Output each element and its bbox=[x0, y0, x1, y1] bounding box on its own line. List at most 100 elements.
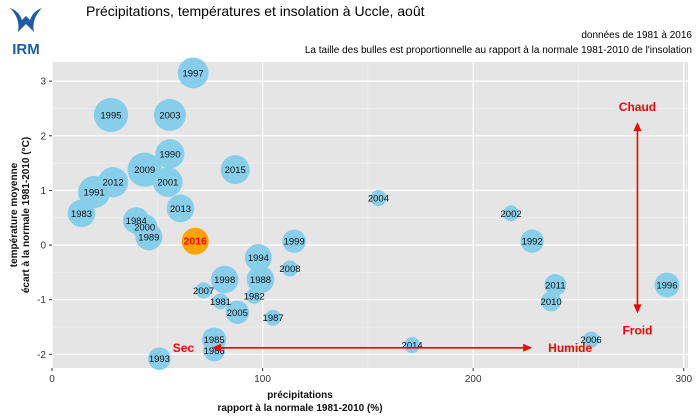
y-axis-title-line2: écart à la normale 1981-2010 (°C) bbox=[21, 137, 32, 293]
bubble-label-1999: 1999 bbox=[284, 237, 305, 248]
x-axis-title-line2: rapport à la normale 1981-2010 (%) bbox=[217, 403, 382, 414]
logo-text: IRM bbox=[12, 41, 40, 58]
bubble-label-1992: 1992 bbox=[522, 237, 543, 248]
bubble-2002 bbox=[503, 205, 520, 222]
bubble-2005 bbox=[225, 300, 250, 324]
bubble-1997 bbox=[177, 57, 209, 89]
bubble-label-1993: 1993 bbox=[149, 354, 170, 365]
bubble-1998 bbox=[210, 265, 239, 294]
bubble-label-1995: 1995 bbox=[100, 111, 121, 122]
bubble-label-1989: 1989 bbox=[138, 232, 159, 243]
bubble-label-2001: 2001 bbox=[157, 178, 178, 189]
x-tick-label: 200 bbox=[465, 374, 482, 385]
y-tick-label: -2 bbox=[37, 350, 46, 361]
bubble-label-2005: 2005 bbox=[227, 308, 248, 319]
bubble-label-2003: 2003 bbox=[159, 111, 180, 122]
bubble-1993 bbox=[148, 347, 171, 371]
bubble-size-note: La taille des bulles est proportionnelle… bbox=[304, 45, 692, 56]
bubble-label-2008: 2008 bbox=[279, 264, 300, 275]
logo-wave-mark bbox=[10, 8, 42, 32]
y-tick-label: -1 bbox=[37, 295, 46, 306]
y-tick-label: 0 bbox=[40, 241, 46, 252]
bubble-label-1983: 1983 bbox=[71, 209, 92, 220]
bubble-label-2014: 2014 bbox=[402, 341, 423, 352]
bubble-label-1981: 1981 bbox=[210, 297, 231, 308]
y-axis-title-line1-group: température moyenne bbox=[9, 162, 20, 267]
bubble-1981 bbox=[212, 293, 229, 310]
bubble-label-2007: 2007 bbox=[193, 286, 214, 297]
irm-logo: IRM bbox=[10, 8, 42, 58]
bubble-label-1987: 1987 bbox=[263, 313, 284, 324]
bubble-label-1994: 1994 bbox=[248, 253, 269, 264]
bubble-2011 bbox=[544, 274, 567, 296]
bubble-label-2006: 2006 bbox=[581, 335, 602, 346]
bubble-2015 bbox=[220, 155, 250, 185]
bubble-label-2015: 2015 bbox=[225, 165, 246, 176]
labels-layer: 1997 1995 2003 1990 2009 2015 2012 2001 1991 2004… bbox=[71, 68, 678, 365]
bubble-label-2000: 2000 bbox=[134, 223, 155, 234]
bubble-2016 bbox=[181, 227, 209, 255]
bubble-2014 bbox=[404, 337, 421, 354]
x-tick-label: 100 bbox=[254, 374, 271, 385]
arrow-head-up bbox=[633, 122, 642, 132]
bubble-label-1998: 1998 bbox=[214, 275, 235, 286]
y-axis-title-line1: température moyenne bbox=[9, 162, 20, 267]
bubble-2006 bbox=[583, 331, 600, 348]
bubble-label-1996: 1996 bbox=[656, 280, 677, 291]
bubble-label-2013: 2013 bbox=[170, 204, 191, 215]
annotation-warm: Chaud bbox=[619, 100, 656, 114]
bubble-1983 bbox=[67, 199, 96, 228]
bubble-2009 bbox=[127, 152, 162, 187]
bubble-label-1997: 1997 bbox=[183, 68, 204, 79]
bubbles-layer bbox=[67, 57, 680, 371]
bubble-1995 bbox=[93, 97, 129, 133]
bubble-2000 bbox=[131, 214, 158, 240]
bubble-2004 bbox=[370, 190, 387, 207]
bubble-label-1986: 1986 bbox=[204, 346, 225, 357]
bubble-1988 bbox=[246, 265, 275, 294]
bubble-label-2004: 2004 bbox=[368, 194, 389, 205]
annotation-wet: Humide bbox=[548, 341, 592, 355]
bubble-label-2012: 2012 bbox=[103, 178, 124, 189]
bubble-1996 bbox=[654, 272, 680, 298]
bubble-label-2009: 2009 bbox=[134, 165, 155, 176]
bubble-2008 bbox=[281, 260, 298, 277]
bubble-label-1985: 1985 bbox=[204, 335, 225, 346]
arrow-head-left bbox=[212, 343, 222, 352]
bubble-label-2011: 2011 bbox=[545, 280, 565, 291]
x-tick-label: 300 bbox=[675, 374, 692, 385]
annotation-dry: Sec bbox=[173, 341, 195, 355]
bubble-label-2010: 2010 bbox=[541, 297, 562, 308]
bubble-2012 bbox=[97, 167, 129, 198]
y-tick-label: 3 bbox=[40, 77, 46, 88]
annotation-cold: Froid bbox=[622, 323, 652, 337]
bubble-label-1982: 1982 bbox=[244, 291, 265, 302]
x-tick-label: 0 bbox=[49, 374, 55, 385]
bubble-1992 bbox=[520, 229, 544, 253]
y-tick-label: 2 bbox=[40, 131, 46, 142]
axis-titles-layer: précipitations rapport à la normale 1981-… bbox=[9, 137, 383, 414]
bubble-2003 bbox=[153, 99, 186, 132]
bubble-2010 bbox=[541, 291, 562, 312]
arrow-head-down bbox=[633, 304, 642, 314]
bubble-label-1990: 1990 bbox=[159, 149, 180, 160]
y-axis-title-line2-group: écart à la normale 1981-2010 (°C) bbox=[21, 137, 32, 293]
bubble-2013 bbox=[166, 194, 195, 223]
x-axis-title-line1: précipitations bbox=[267, 390, 333, 401]
bubble-label-1984: 1984 bbox=[126, 216, 147, 227]
bubble-1990 bbox=[155, 139, 185, 169]
y-tick-label: 1 bbox=[40, 186, 46, 197]
bubble-1987 bbox=[265, 309, 282, 326]
axis-ticks-layer: 0 100 200 300 -2 -1 0 1 2 3 bbox=[37, 77, 692, 385]
bubble-1994 bbox=[244, 244, 272, 272]
period-note: données de 1981 à 2016 bbox=[581, 30, 692, 41]
arrows-layer: Chaud Froid Sec Humide bbox=[173, 100, 656, 355]
arrow-head-right bbox=[523, 343, 533, 352]
chart-title: Précipitations, températures et insolati… bbox=[86, 3, 425, 19]
bubble-2007 bbox=[195, 282, 212, 299]
bubble-1982 bbox=[246, 287, 263, 304]
bubble-label-1988: 1988 bbox=[250, 275, 271, 286]
bubble-2001 bbox=[153, 167, 183, 198]
bubble-label-2016: 2016 bbox=[184, 236, 208, 248]
